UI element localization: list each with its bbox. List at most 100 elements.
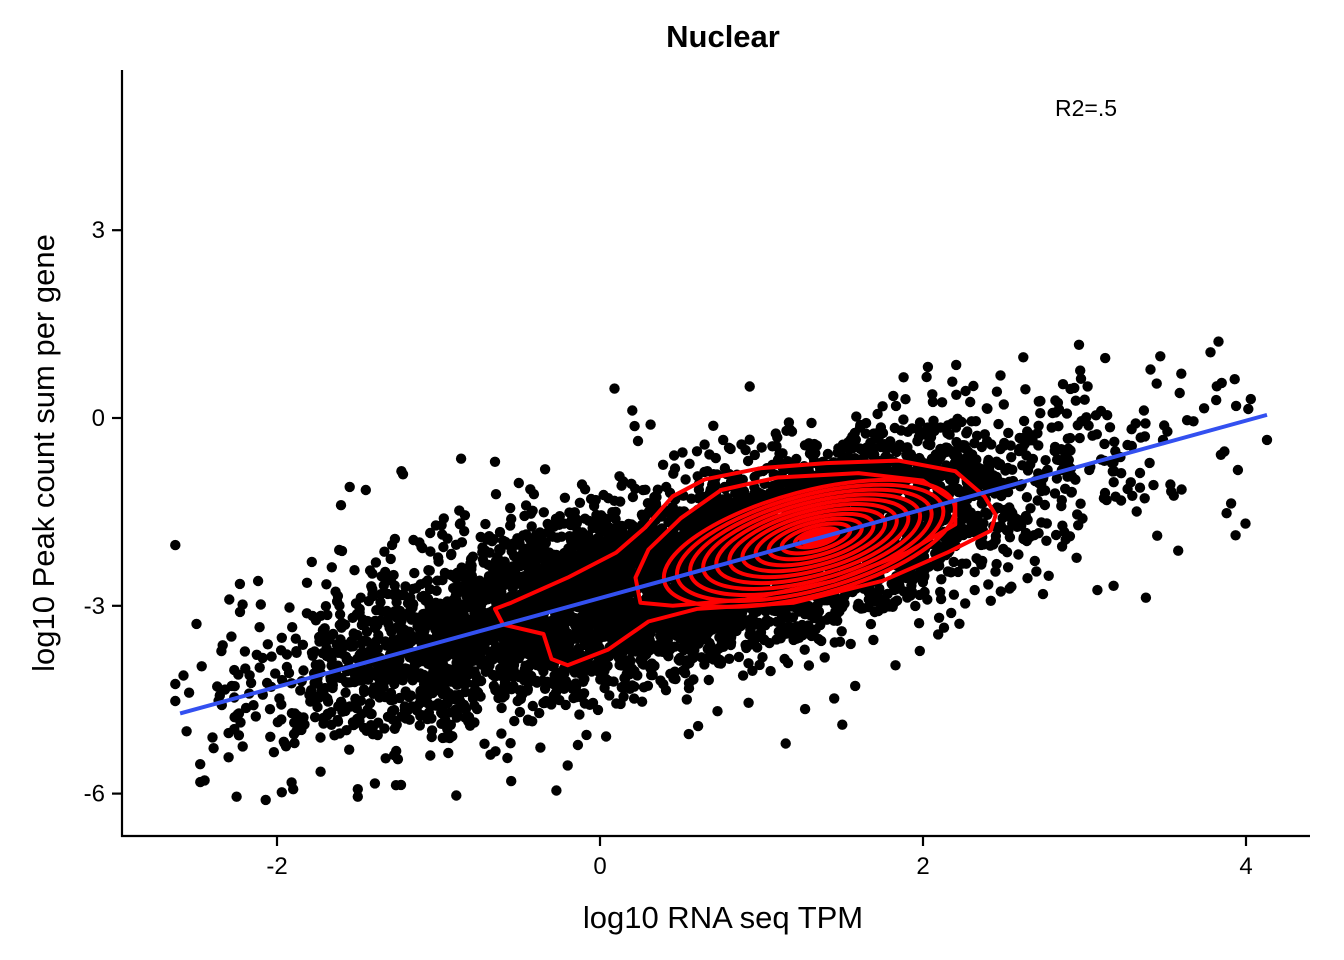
data-point [539, 683, 551, 694]
data-point [400, 713, 412, 724]
data-point [262, 639, 273, 650]
data-point [534, 707, 545, 719]
data-point [265, 731, 276, 742]
data-point [556, 531, 567, 542]
data-point [494, 544, 505, 555]
data-point [868, 634, 879, 646]
data-point [429, 663, 440, 674]
data-point [375, 597, 386, 608]
data-point [456, 537, 468, 548]
data-point [240, 663, 251, 674]
data-point [898, 414, 909, 425]
data-point [1035, 408, 1046, 419]
data-point [349, 565, 360, 576]
data-point [446, 548, 457, 560]
data-point [1017, 442, 1028, 453]
data-point [945, 567, 957, 578]
data-point [699, 659, 710, 670]
data-point [415, 579, 426, 590]
data-point [317, 648, 328, 659]
data-point [514, 706, 526, 718]
data-point [1033, 528, 1044, 539]
data-point [453, 703, 464, 714]
data-point [645, 419, 656, 430]
data-point [927, 396, 939, 408]
data-point [637, 484, 649, 496]
data-point [954, 618, 965, 629]
data-point [1066, 486, 1078, 498]
data-point [527, 716, 538, 727]
data-point [1230, 400, 1242, 412]
data-point [490, 489, 502, 500]
data-point [1100, 352, 1111, 364]
data-point [979, 429, 990, 440]
data-point [702, 466, 713, 477]
data-point [196, 661, 207, 672]
data-point [437, 574, 448, 586]
data-point [668, 468, 679, 479]
data-point [961, 428, 972, 439]
data-point [469, 678, 481, 690]
data-point [952, 413, 963, 424]
data-point [250, 711, 261, 722]
data-point [616, 480, 627, 491]
data-point [839, 598, 850, 609]
data-point [390, 780, 402, 791]
data-point [321, 579, 332, 590]
data-point [349, 669, 361, 681]
data-point [910, 600, 921, 612]
data-point [525, 508, 537, 519]
data-point [505, 502, 516, 514]
data-point [991, 471, 1002, 483]
data-point [1075, 365, 1086, 376]
data-point [496, 702, 507, 714]
data-point [402, 705, 414, 716]
data-point [692, 471, 703, 482]
data-point [207, 732, 218, 743]
data-point [409, 567, 420, 579]
data-point [771, 441, 782, 452]
data-point [1022, 573, 1033, 584]
data-point [948, 449, 960, 461]
data-point [278, 736, 289, 747]
data-point [528, 489, 540, 500]
data-point [287, 622, 298, 633]
data-point [574, 709, 585, 720]
data-point [691, 446, 703, 457]
data-point [749, 449, 760, 461]
data-point [1144, 457, 1155, 469]
data-point [948, 589, 960, 600]
data-point [284, 602, 295, 613]
data-point [1174, 387, 1185, 399]
data-point [264, 704, 276, 715]
data-point [1090, 410, 1102, 421]
data-point [756, 442, 767, 453]
data-point [423, 707, 435, 718]
data-point [281, 661, 293, 673]
data-point [195, 759, 206, 770]
data-point [1084, 464, 1095, 476]
data-point [295, 685, 306, 696]
data-point [334, 600, 345, 611]
data-point [604, 690, 615, 701]
data-point [421, 671, 432, 682]
data-point [1131, 506, 1142, 517]
data-point [335, 634, 346, 645]
data-point [724, 653, 735, 664]
data-point [1073, 339, 1085, 350]
data-point [443, 747, 454, 759]
data-point [806, 417, 817, 429]
data-point [1057, 520, 1068, 531]
data-point [686, 493, 697, 504]
data-point [888, 390, 899, 402]
data-point [799, 644, 810, 655]
data-point [348, 641, 359, 652]
data-point [1099, 438, 1110, 450]
data-point [657, 459, 669, 470]
data-point [301, 577, 313, 588]
data-point [961, 558, 972, 569]
data-point [960, 385, 971, 397]
data-point [550, 678, 561, 689]
data-point [479, 738, 490, 749]
